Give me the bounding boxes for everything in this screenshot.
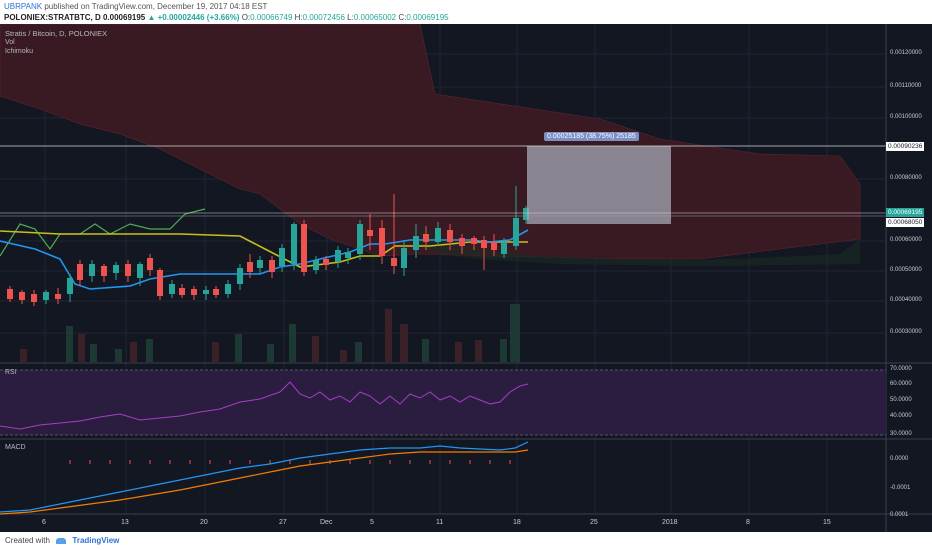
tenkan-line	[0, 229, 529, 290]
rsi-axis-label: 30.0000	[890, 431, 912, 437]
time-axis-label: 25	[590, 519, 598, 526]
time-axis-label: 8	[746, 519, 750, 526]
price-axis-label: 0.00100000	[890, 114, 922, 120]
legend-ichimoku[interactable]: Ichimoku	[5, 48, 34, 55]
rsi-axis-label: 40.0000	[890, 413, 912, 419]
signal-line	[0, 449, 529, 515]
macd-axis-label: 0.0000	[890, 456, 909, 462]
price-tag-lower: 0.00068050	[886, 218, 925, 227]
tradingview-brand-link[interactable]: TradingView	[72, 536, 120, 545]
author-link[interactable]: UBRPANK	[4, 2, 43, 11]
macd-line	[0, 441, 529, 513]
last-price: 0.00069195	[102, 13, 146, 22]
macd-axis-label: 0.0001	[890, 512, 909, 518]
high-value: 0.00072456	[302, 13, 345, 22]
created-with-text: Created with	[5, 536, 50, 545]
price-axis-label: 0.00040000	[890, 297, 922, 303]
chikou-span	[0, 208, 206, 257]
publish-info: UBRPANK published on TradingView.com, De…	[4, 1, 928, 12]
rsi-line	[0, 381, 529, 430]
low-label: L:	[347, 13, 354, 22]
price-tag-upper: 0.00090236	[886, 142, 925, 151]
chart-legend-title: Stratis / Bitcoin, D, POLONIEX	[5, 29, 108, 38]
high-label: H:	[294, 13, 303, 22]
footer: Created with TradingView	[0, 532, 932, 550]
publish-text: published on TradingView.com, December 1…	[44, 2, 268, 11]
low-value: 0.00065002	[353, 13, 397, 22]
price-axis-label: 0.00120000	[890, 50, 922, 56]
symbol-name: POLONIEX:STRATBTC, D	[4, 13, 101, 22]
rsi-axis-label: 50.0000	[890, 397, 912, 403]
rsi-axis-label: 60.0000	[890, 381, 912, 387]
time-axis-label: 20	[200, 519, 208, 526]
time-axis-label: 11	[436, 519, 444, 526]
macd-histogram	[69, 460, 511, 464]
price-range-measure	[527, 146, 671, 224]
price-axis-label: 0.00080000	[890, 175, 922, 181]
price-change: ▲ +0.00002446 (+3.66%)	[147, 13, 240, 22]
time-axis-label: 15	[823, 519, 831, 526]
ichimoku-cloud	[0, 24, 861, 260]
time-axis-label: 6	[42, 519, 46, 526]
time-axis-label: Dec	[320, 519, 333, 526]
measure-readout: 0.00025185 (38.75%) 25185	[544, 132, 639, 141]
price-axis-label: 0.00110000	[890, 83, 922, 89]
price-axis-label: 0.00050000	[890, 267, 922, 273]
chart-canvas[interactable]	[0, 24, 932, 532]
publish-header: UBRPANK published on TradingView.com, De…	[0, 0, 932, 24]
tradingview-logo-icon	[56, 537, 67, 544]
price-axis-label: 0.00060000	[890, 237, 922, 243]
open-value: 0.00066749	[250, 13, 293, 22]
price-axis-label: 0.00030000	[890, 329, 922, 335]
time-axis-label: 5	[370, 519, 374, 526]
ichimoku-cloud-green	[420, 224, 860, 266]
macd-axis-label: -0.0001	[890, 485, 911, 491]
time-axis-label: 2018	[662, 519, 678, 526]
rsi-band	[0, 370, 886, 435]
open-label: O:	[241, 13, 251, 22]
rsi-axis-label: 70.0000	[890, 366, 912, 372]
chart-area[interactable]: Stratis / Bitcoin, D, POLONIEX Vol Ichim…	[0, 24, 932, 532]
price-tag-last: 0.00069195	[886, 208, 925, 217]
time-axis-label: 18	[513, 519, 521, 526]
close-value: 0.00069195	[406, 13, 449, 22]
macd-label[interactable]: MACD	[5, 444, 26, 451]
close-label: C:	[398, 13, 407, 22]
legend-vol[interactable]: Vol	[5, 39, 15, 46]
rsi-label[interactable]: RSI	[5, 369, 17, 376]
symbol-info: POLONIEX:STRATBTC, D 0.00069195 ▲ +0.000…	[4, 12, 928, 23]
time-axis-label: 27	[279, 519, 287, 526]
time-axis-label: 13	[121, 519, 129, 526]
